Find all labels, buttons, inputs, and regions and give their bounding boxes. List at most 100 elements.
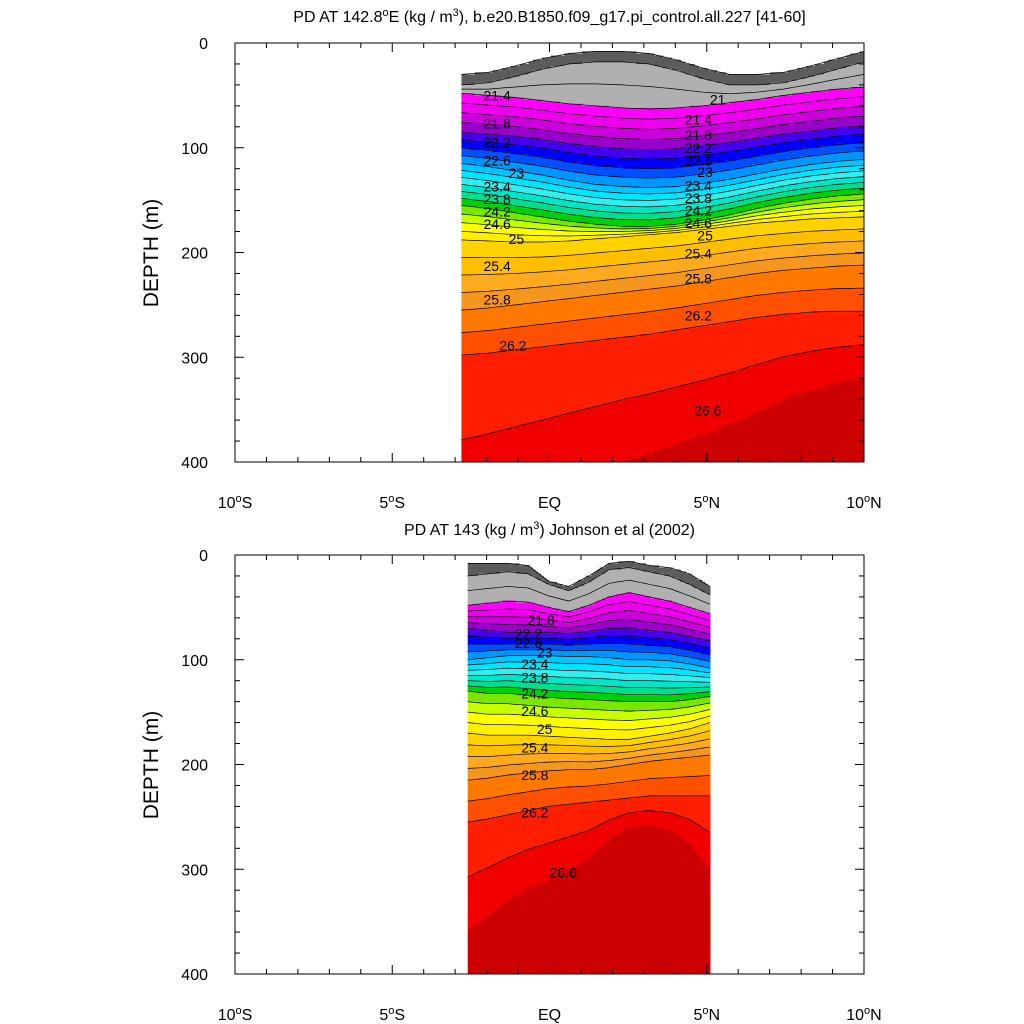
density-cell [577,214,583,224]
density-cell [578,631,582,639]
density-cell [823,61,829,73]
density-cell [617,265,624,279]
density-cell [819,120,825,130]
density-cell [685,174,691,187]
density-cell [604,699,609,711]
density-cell [855,311,861,346]
density-cell [474,72,480,84]
density-cell [591,631,595,639]
density-cell [564,179,570,189]
density-cell [516,792,520,814]
density-cell [586,699,590,711]
density-cell [626,720,630,732]
density-cell [707,281,713,304]
density-cell [510,97,516,109]
density-cell [828,242,834,256]
density-cell [650,825,654,974]
density-cell [649,200,655,208]
density-cell [497,183,503,191]
density-cell [653,631,657,639]
density-cell [623,730,628,740]
density-cell [747,139,753,149]
density-cell [569,728,574,738]
density-cell [516,713,520,725]
density-cell [779,181,785,187]
density-cell [698,242,704,258]
density-cell [506,143,512,153]
density-cell [810,187,816,195]
density-cell [497,755,501,767]
density-cell [756,107,762,120]
density-cell [473,664,477,672]
density-cell [615,738,620,748]
density-cell [573,124,579,136]
density-cell [747,212,753,218]
density-cell [497,602,501,610]
density-cell [541,183,548,191]
density-cell [607,839,611,974]
density-cell [569,753,574,763]
density-cell [711,254,717,268]
density-cell [568,200,574,210]
density-cell [801,170,807,178]
density-cell [855,206,861,212]
density-cell [672,662,676,670]
density-cell [478,652,482,659]
density-cell [774,403,780,462]
density-cell [567,753,571,763]
density-cell [613,643,617,651]
density-cell [841,265,847,289]
density-cell [602,761,606,769]
density-cell [702,124,709,136]
density-cell [610,563,614,571]
density-cell [711,227,717,243]
density-cell [573,235,579,241]
density-cell [819,74,825,92]
density-cell [535,610,539,620]
density-cell [729,237,735,254]
density-cell [702,281,709,304]
contour-label: 21 [710,92,726,108]
density-cell [591,317,597,342]
density-cell [591,604,595,612]
density-cell [658,200,664,208]
density-cell [594,643,598,651]
density-cell [479,292,485,310]
density-cell [591,610,595,618]
contour-label: 21.4 [685,112,712,128]
density-cell [729,195,735,203]
density-cell [486,798,490,820]
density-cell [783,174,789,180]
density-cell [810,204,816,210]
density-cell [752,202,758,210]
density-cell [656,687,660,697]
density-cell [664,639,668,647]
density-cell [770,193,776,201]
density-cell [470,231,476,241]
density-cell [483,610,488,618]
density-cell [783,258,789,270]
density-cell [529,567,533,577]
density-cell [664,759,668,779]
density-cell [559,66,565,105]
density-cell [537,235,543,243]
density-cell [756,172,762,180]
density-cell [738,193,744,201]
density-cell [621,815,625,833]
density-cell [640,177,646,189]
density-cell [470,200,476,208]
density-cell [644,187,650,195]
density-cell [586,156,592,166]
density-cell [545,806,550,845]
density-cell [661,827,665,974]
density-cell [725,374,731,425]
density-cell [577,296,583,321]
density-cell [792,133,798,143]
density-cell [648,565,652,573]
density-cell [621,738,625,746]
density-cell [650,810,654,827]
density-cell [556,627,560,635]
density-cell [510,116,516,128]
density-cell [497,623,501,633]
density-cell [609,237,615,254]
